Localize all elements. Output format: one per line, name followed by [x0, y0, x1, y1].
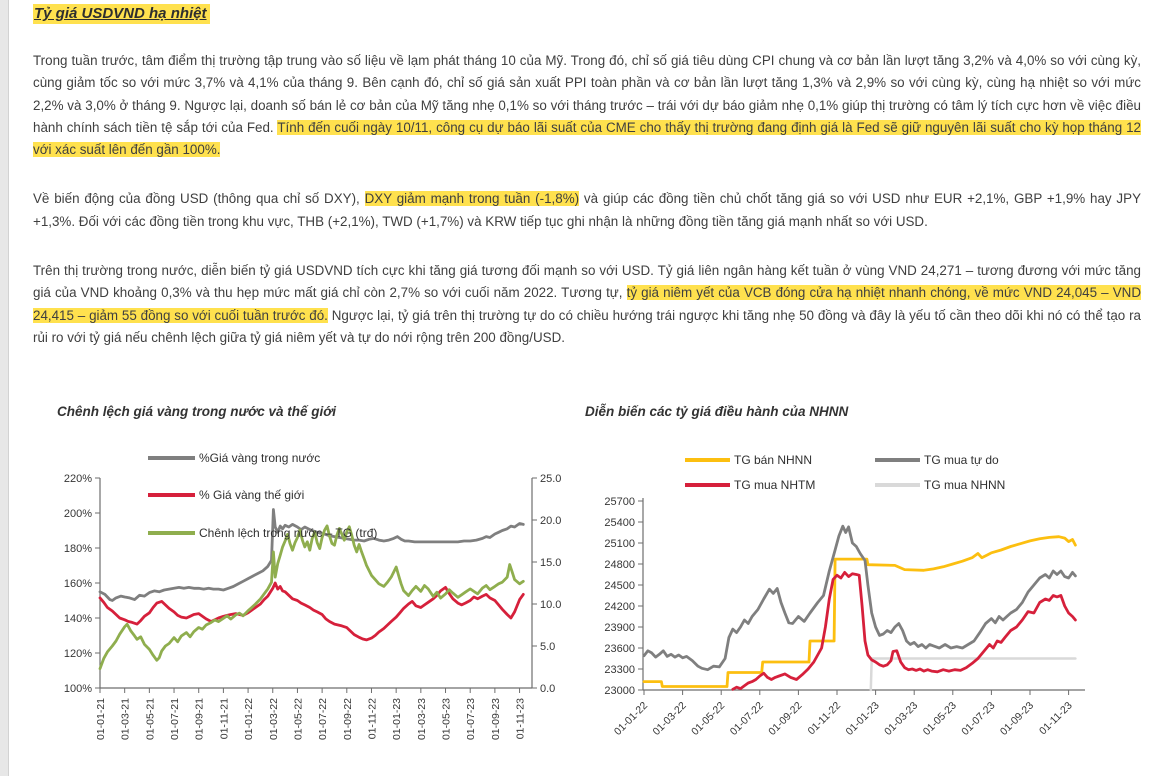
legend-label: TG mua NHTM [734, 478, 815, 492]
page-title: Tỷ giá USDVND hạ nhiệt [33, 4, 210, 24]
axis-tick-label: 23300 [604, 664, 635, 676]
text-segment: Trên thị trường trong nước, diễn biến tỷ… [33, 263, 1141, 301]
paragraph: Về biến động của đồng USD (thông qua chỉ… [33, 188, 1141, 233]
text-segment: và giúp các đồng tiền chủ chốt tăng giá … [33, 191, 1141, 229]
axis-tick-label: 200% [64, 508, 92, 520]
axis-tick-label: 180% [64, 543, 92, 555]
legend-item: % Giá vàng thế giới [148, 488, 304, 502]
axis-tick-label: 01-03-23 [882, 700, 920, 738]
axis-tick-label: 100% [64, 683, 92, 695]
axis-tick-label: 01-03-23 [416, 698, 428, 740]
axis-tick-label: 01-03-21 [120, 698, 132, 740]
axis-tick-label: 01-01-21 [95, 698, 107, 740]
axis-tick-label: 160% [64, 578, 92, 590]
paragraph: Trong tuần trước, tâm điểm thị trường tậ… [33, 50, 1141, 161]
legend-item: TG mua NHNN [875, 478, 1005, 492]
axis-tick-label: 01-07-22 [728, 700, 766, 738]
fx-chart-title: Diễn biến các tỷ giá điều hành của NHNN [585, 404, 849, 419]
text-segment: Ngược lại, tỷ giá trên thị trường tự do … [33, 307, 1141, 345]
axis-tick-label: 01-01-23 [844, 700, 882, 738]
series-line-diff [98, 524, 525, 671]
paragraph: Trên thị trường trong nước, diễn biến tỷ… [33, 260, 1142, 349]
series-line-free-market-buy [642, 524, 1077, 672]
axis-tick-label: 23000 [604, 685, 635, 697]
legend-label: Chênh lệch trong nước – TG (trđ) [199, 526, 377, 540]
axis-tick-label: 25100 [604, 538, 635, 550]
axis-tick-label: 01-11-22 [366, 698, 378, 739]
text-segment: Trong tuần trước, tâm điểm thị trường tậ… [33, 53, 1141, 135]
axis-tick-label: 120% [64, 648, 92, 660]
page-title-text: Tỷ giá USDVND hạ nhiệt [33, 4, 210, 24]
axis-tick-label: 01-05-21 [144, 698, 156, 740]
axis-tick-label: 01-11-21 [218, 698, 230, 739]
body-text: Trong tuần trước, tâm điểm thị trường tậ… [33, 50, 1142, 376]
axis-tick-label: 24800 [604, 559, 635, 571]
axis-tick-label: 01-01-23 [391, 698, 403, 740]
axis-tick-label: 220% [64, 473, 92, 485]
series-line-bank-buy [731, 570, 1077, 691]
legend-label: %Giá vàng trong nước [199, 451, 320, 465]
axis-tick-label: 01-03-22 [651, 700, 689, 738]
axis-tick-label: 01-05-22 [292, 698, 304, 740]
axis-tick-label: 23600 [604, 643, 635, 655]
text-segment: Về biến động của đồng USD (thông qua chỉ… [33, 191, 365, 207]
series-line-domestic-gold [98, 508, 525, 602]
axis-tick-label: 10.0 [540, 599, 561, 611]
axis-tick-label: 01-07-21 [169, 698, 181, 740]
sbv-fx-rates-chart: 25700 25400 25100 24800 24500 24200 23900 23600… [604, 453, 1085, 738]
axis-tick-label: 20.0 [540, 515, 561, 527]
axis-tick-label: 01-09-22 [766, 700, 804, 738]
axis-tick-label: 5.0 [540, 641, 555, 653]
axis-tick-label: 01-09-23 [998, 700, 1036, 738]
gold-chart-title: Chênh lệch giá vàng trong nước và thế gi… [57, 404, 337, 419]
axis-tick-label: 25.0 [540, 473, 561, 485]
axis-tick-label: 01-11-23 [1037, 700, 1075, 738]
axis-tick-label: 0.0 [540, 683, 555, 695]
legend-item: %Giá vàng trong nước [148, 451, 320, 465]
page-left-margin-strip [0, 0, 9, 776]
axis-tick-label: 01-07-23 [465, 698, 477, 740]
axis-tick-label: 01-01-22 [612, 700, 650, 738]
axis-tick-label: 24500 [604, 580, 635, 592]
axis-tick-label: 01-05-22 [689, 700, 727, 738]
axis-tick-label: 01-09-21 [194, 698, 206, 740]
legend-item: Chênh lệch trong nước – TG (trđ) [148, 526, 377, 540]
axis-tick-label: 01-11-23 [515, 698, 527, 739]
axis-tick-label: 25700 [604, 496, 635, 508]
axis-tick-label: 15.0 [540, 557, 561, 569]
axis-tick-label: 01-01-22 [243, 698, 255, 740]
axis-tick-label: 01-09-22 [342, 698, 354, 740]
axis-tick-label: 24200 [604, 601, 635, 613]
highlighted-text: DXY giảm mạnh trong tuần (-1,8%) [364, 191, 580, 207]
axis-tick-label: 01-09-23 [490, 698, 502, 740]
legend-item: TG mua NHTM [685, 478, 815, 492]
axis-tick-label: 01-05-23 [441, 698, 453, 740]
axis-tick-label: 140% [64, 613, 92, 625]
legend-label: TG mua NHNN [924, 478, 1005, 492]
legend-label: TG bán NHNN [734, 453, 812, 467]
axis-tick-label: 01-05-23 [921, 700, 959, 738]
series-line-sbv-sell [642, 535, 1077, 688]
series-line-world-gold [98, 581, 525, 642]
axis-tick-label: 01-03-22 [268, 698, 280, 740]
legend-label: TG mua tự do [924, 453, 999, 467]
legend-label: % Giá vàng thế giới [199, 488, 304, 502]
gold-premium-chart: 220% 200% 180% 160% 140% 120% 100% 25.0 20.0 15.0… [64, 451, 562, 740]
axis-tick-label: 01-11-22 [805, 700, 843, 738]
axis-tick-label: 25400 [604, 517, 635, 529]
axis-tick-label: 01-07-23 [959, 700, 997, 738]
axis-tick-label: 01-07-22 [317, 698, 329, 740]
legend-item: TG mua tự do [875, 453, 999, 467]
axis-tick-label: 23900 [604, 622, 635, 634]
legend-item: TG bán NHNN [685, 453, 812, 467]
